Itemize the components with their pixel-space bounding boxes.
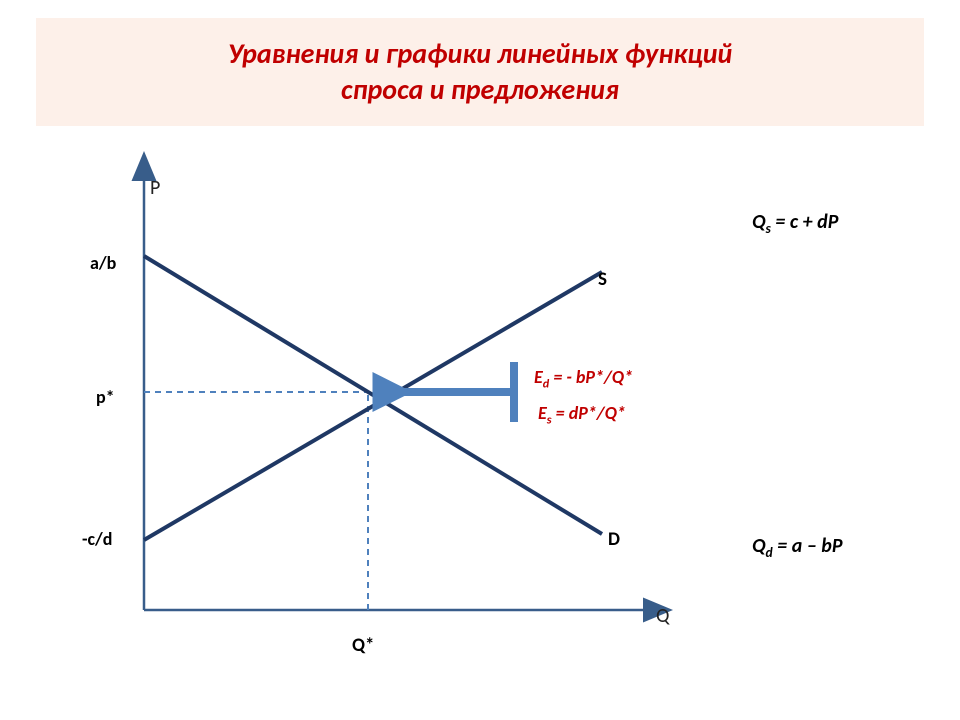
supply-line — [144, 272, 602, 540]
supply-curve-label: S — [598, 268, 607, 291]
supply-elasticity-equation: Es = dP*/Q* — [538, 402, 626, 428]
y-intercept-demand-label: a/b — [90, 252, 116, 274]
supply-demand-chart — [0, 0, 960, 720]
demand-line — [144, 256, 602, 534]
x-axis-label: Q — [656, 604, 669, 628]
y-axis-label: P — [150, 176, 160, 200]
y-intercept-supply-label: -c/d — [82, 528, 112, 550]
demand-curve-label: D — [608, 528, 620, 551]
supply-equation: Qs = c + dP — [752, 210, 838, 237]
equilibrium-quantity-label: Q* — [352, 634, 375, 657]
demand-elasticity-equation: Ed = - bP*/Q* — [534, 366, 633, 392]
equilibrium-price-label: p* — [96, 386, 115, 408]
demand-equation: Qd = a – bP — [752, 534, 843, 561]
